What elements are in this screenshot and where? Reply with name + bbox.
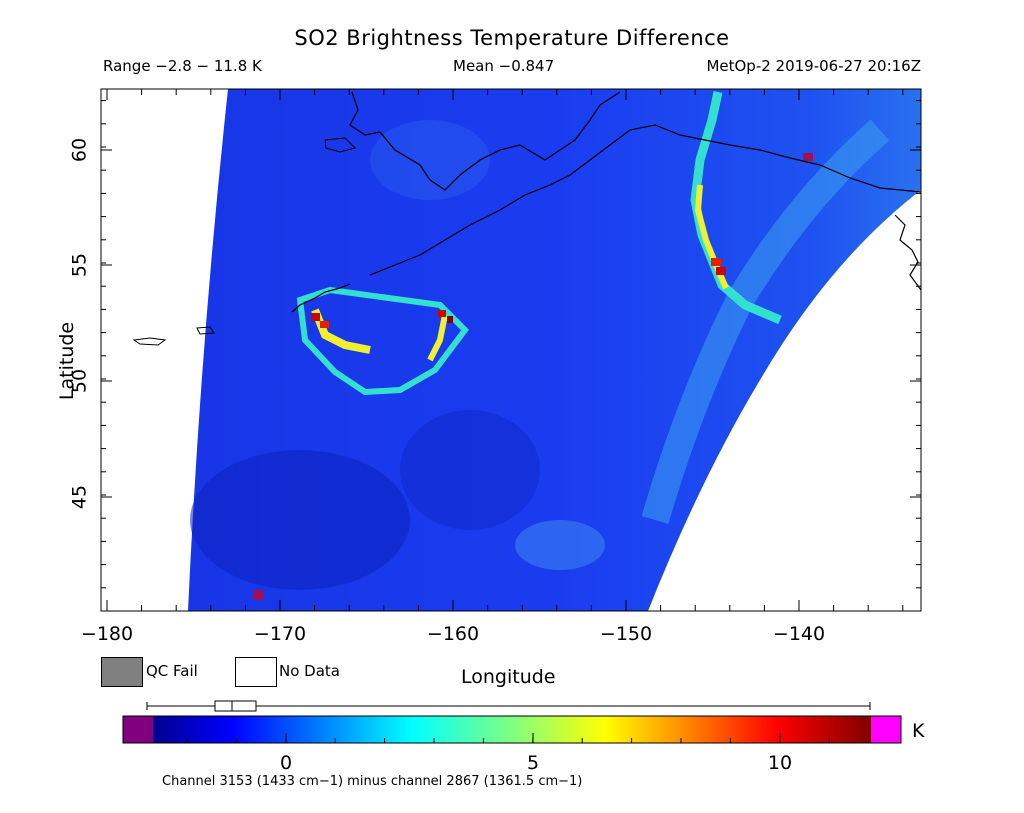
x-tick-label: −180 <box>81 623 133 645</box>
y-axis-label: Latitude <box>56 321 79 401</box>
so2-ring-hot <box>427 314 448 362</box>
lighter-region <box>515 520 605 570</box>
no-data-swatch <box>235 657 277 687</box>
so2-peak <box>447 316 453 323</box>
y-axis: 45 50 55 60 <box>69 100 921 589</box>
qc-fail-label: QC Fail <box>146 662 198 680</box>
so2-peak <box>711 258 721 266</box>
x-axis-label: Longitude <box>461 666 556 688</box>
dark-region <box>190 450 410 590</box>
so2-ring-outer <box>296 286 469 396</box>
coastline-peninsula <box>369 124 921 276</box>
qc-fail-pixel <box>803 153 813 161</box>
lighter-region <box>370 120 490 200</box>
plot-frame <box>100 88 922 612</box>
y-tick-label: 45 <box>69 485 91 509</box>
x-tick-label: −150 <box>600 623 652 645</box>
coastline-island <box>196 326 215 335</box>
range-text: Range −2.8 − 11.8 K <box>103 57 262 75</box>
dark-region <box>400 410 540 530</box>
coastline-aleutians <box>291 283 351 313</box>
satellite-timestamp: MetOp-2 2019-06-27 20:16Z <box>706 57 921 75</box>
coastline-island <box>132 337 167 346</box>
so2-peak <box>320 321 329 328</box>
no-data-label: No Data <box>279 662 340 680</box>
plot-title: SO2 Brightness Temperature Difference <box>294 26 730 50</box>
x-tick-label: −160 <box>427 623 479 645</box>
so2-peak <box>438 310 446 317</box>
y-tick-label: 60 <box>69 138 91 162</box>
qc-fail-swatch <box>101 657 143 687</box>
mean-text: Mean −0.847 <box>453 57 555 75</box>
colorbar-note: Channel 3153 (1433 cm−1) minus channel 2… <box>162 774 583 789</box>
coastline-island <box>324 137 356 153</box>
coastline-se-alaska <box>894 214 921 291</box>
so2-peak <box>716 267 726 275</box>
colorbar-unit: K <box>912 720 925 742</box>
so2-peak <box>311 313 320 321</box>
x-tick-label: −140 <box>773 623 825 645</box>
x-tick-label: −170 <box>254 623 306 645</box>
y-tick-label: 55 <box>69 253 91 277</box>
y-tick-label: 50 <box>69 369 91 393</box>
coastline-alaska <box>349 91 621 191</box>
qc-fail-pixel <box>254 590 264 600</box>
x-axis: −180 −170 −160 −150 −140 <box>81 89 904 645</box>
